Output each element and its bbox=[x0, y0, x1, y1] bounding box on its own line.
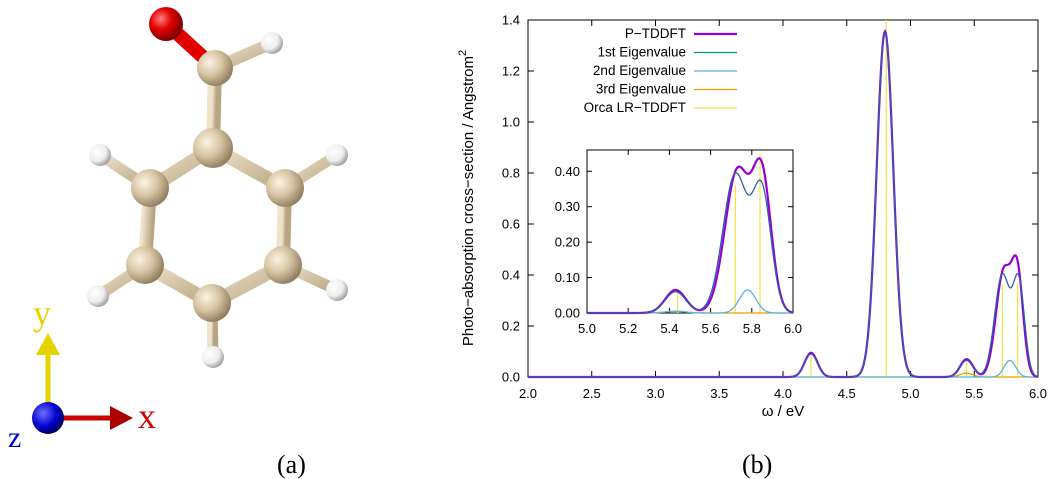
carbon-atom bbox=[197, 50, 233, 86]
atoms bbox=[87, 7, 348, 368]
benzaldehyde-molecule bbox=[87, 7, 348, 368]
main-y-axis-title-sup: 2 bbox=[457, 50, 469, 56]
x-tick-label: 4.5 bbox=[838, 386, 856, 401]
z-axis-label: z bbox=[8, 421, 21, 454]
y-tick-label: 0.20 bbox=[555, 235, 580, 250]
carbon-atom bbox=[193, 284, 231, 322]
x-tick-label: 4.0 bbox=[774, 386, 792, 401]
x-tick-label: 5.0 bbox=[578, 321, 596, 336]
hydrogen-atom bbox=[261, 32, 283, 54]
carbon-atom bbox=[266, 169, 304, 207]
legend-label: P−TDDFT bbox=[625, 26, 686, 41]
legend-label: 2nd Eigenvalue bbox=[593, 63, 686, 78]
axis-triad: y x z bbox=[8, 293, 156, 454]
main-x-axis-title: ω / eV bbox=[762, 403, 805, 420]
legend-label: 1st Eigenvalue bbox=[597, 45, 686, 60]
y-tick-label: 0.0 bbox=[502, 370, 520, 385]
inset-chart: 5.0 5.2 5.4 5.6 5.8 6.0 0.00 0.10 0.20 0.30 0.40 bbox=[555, 149, 802, 336]
hydrogen-atom bbox=[87, 285, 109, 307]
inset-curves bbox=[587, 153, 794, 315]
hydrogen-atom bbox=[326, 144, 348, 166]
main-x-ticks: 2.0 2.5 3.0 3.5 4.0 4.5 5.0 5.5 6.0 bbox=[519, 20, 1047, 401]
x-tick-label: 6.0 bbox=[1029, 386, 1047, 401]
x-tick-label: 5.2 bbox=[619, 321, 637, 336]
y-tick-label: 0.6 bbox=[502, 217, 520, 232]
carbon-atom bbox=[126, 246, 164, 284]
x-tick-label: 5.4 bbox=[660, 321, 678, 336]
x-tick-label: 3.5 bbox=[710, 386, 728, 401]
x-tick-label: 2.5 bbox=[583, 386, 601, 401]
inset-x-ticks: 5.0 5.2 5.4 5.6 5.8 6.0 bbox=[578, 150, 802, 336]
main-y-ticks: 0.0 0.2 0.4 0.6 0.8 1.0 1.2 1.4 bbox=[502, 13, 1038, 385]
y-tick-label: 1.4 bbox=[502, 13, 520, 28]
hydrogen-atom bbox=[202, 346, 224, 368]
series-line-1st-eigenvalue bbox=[587, 172, 794, 314]
caption-a: (a) bbox=[277, 450, 306, 479]
x-axis-label: x bbox=[138, 396, 156, 436]
x-tick-label: 2.0 bbox=[519, 386, 537, 401]
x-tick-label: 5.0 bbox=[901, 386, 919, 401]
inset-plot-frame bbox=[586, 149, 794, 314]
y-axis-arrow-head bbox=[36, 333, 60, 355]
hydrogen-atom bbox=[89, 144, 111, 166]
y-tick-label: 1.2 bbox=[502, 64, 520, 79]
carbon-atom bbox=[264, 246, 302, 284]
y-tick-label: 0.40 bbox=[555, 164, 580, 179]
y-tick-label: 0.8 bbox=[502, 166, 520, 181]
x-axis-arrow-head bbox=[110, 406, 133, 430]
legend-label: 3rd Eigenvalue bbox=[596, 82, 686, 97]
main-y-axis-title-text: Photo−absorption cross−section / Angstro… bbox=[460, 56, 477, 346]
series-line-1st-eigenvalue bbox=[528, 31, 1039, 378]
inset-background bbox=[587, 150, 793, 313]
carbon-atom bbox=[131, 169, 169, 207]
y-tick-label: 0.00 bbox=[555, 306, 580, 321]
y-tick-label: 0.4 bbox=[502, 268, 520, 283]
x-tick-label: 3.0 bbox=[646, 386, 664, 401]
hydrogen-atom bbox=[326, 279, 348, 301]
y-tick-label: 0.2 bbox=[502, 319, 520, 334]
legend-label: Orca LR−TDDFT bbox=[584, 100, 686, 115]
x-tick-label: 5.8 bbox=[743, 321, 761, 336]
inset-y-ticks: 0.00 0.10 0.20 0.30 0.40 bbox=[555, 164, 793, 321]
x-tick-label: 6.0 bbox=[784, 321, 802, 336]
main-curves bbox=[528, 20, 1039, 379]
y-tick-label: 0.30 bbox=[555, 199, 580, 214]
caption-b: (b) bbox=[742, 450, 772, 479]
x-tick-label: 5.5 bbox=[965, 386, 983, 401]
y-axis-label: y bbox=[33, 293, 51, 333]
main-y-axis-title: Photo−absorption cross−section / Angstro… bbox=[457, 50, 477, 346]
main-chart: 2.0 2.5 3.0 3.5 4.0 4.5 5.0 5.5 6.0 0.0 0.2 0.4 0.6… bbox=[457, 13, 1047, 420]
y-tick-label: 0.10 bbox=[555, 270, 580, 285]
y-tick-label: 1.0 bbox=[502, 115, 520, 130]
oxygen-atom bbox=[149, 7, 183, 41]
x-tick-label: 5.6 bbox=[702, 321, 720, 336]
legend: P−TDDFT 1st Eigenvalue 2nd Eigenvalue 3rd E… bbox=[584, 26, 737, 115]
z-axis-sphere bbox=[32, 402, 64, 434]
carbon-atom bbox=[193, 128, 233, 168]
main-y-axis-title-group: Photo−absorption cross−section / Angstro… bbox=[457, 50, 477, 346]
